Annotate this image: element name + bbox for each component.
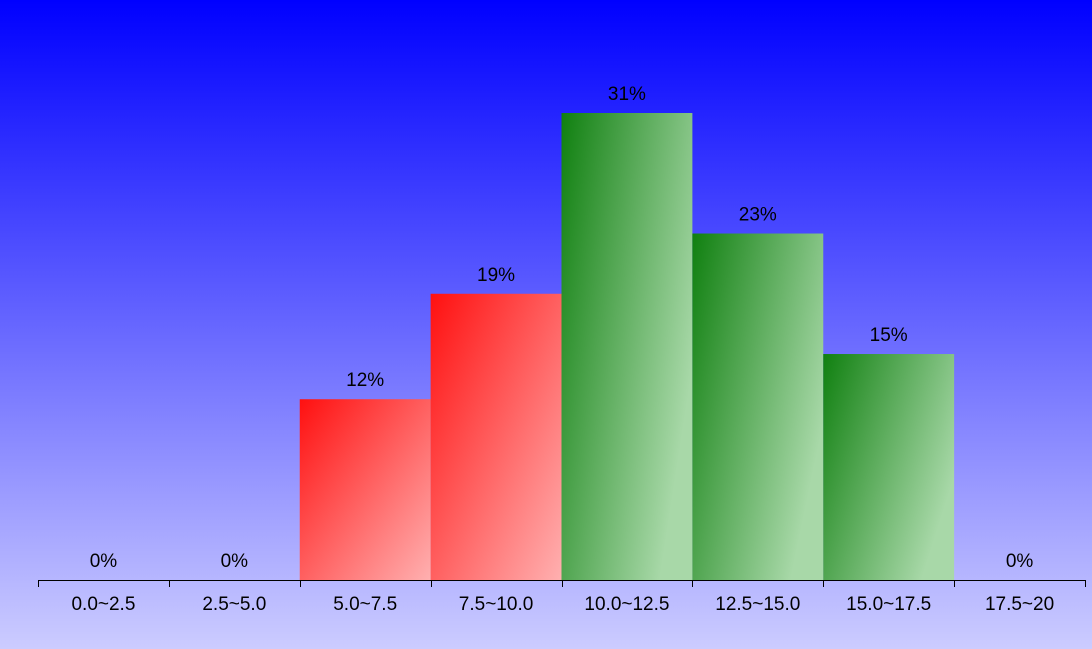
x-tick-label-0.0~2.5: 0.0~2.5: [71, 594, 135, 615]
x-tick-label-7.5~10.0: 7.5~10.0: [459, 594, 534, 615]
value-label-15.0~17.5: 15%: [870, 325, 908, 346]
x-tick-label-10.0~12.5: 10.0~12.5: [584, 594, 669, 615]
bar-7.5~10.0: [430, 293, 562, 580]
value-label-2.5~5.0: 0%: [221, 551, 249, 572]
value-label-5.0~7.5: 12%: [346, 370, 384, 391]
value-label-17.5~20: 0%: [1006, 551, 1034, 572]
bar-10.0~12.5: [561, 113, 693, 580]
bar-12.5~15.0: [692, 233, 824, 580]
value-label-10.0~12.5: 31%: [608, 84, 646, 105]
x-tick-label-15.0~17.5: 15.0~17.5: [846, 594, 931, 615]
value-label-7.5~10.0: 19%: [477, 265, 515, 286]
bars-layer: [299, 113, 955, 580]
x-tick-label-2.5~5.0: 2.5~5.0: [202, 594, 266, 615]
value-label-12.5~15.0: 23%: [739, 205, 777, 226]
value-label-0.0~2.5: 0%: [90, 551, 118, 572]
bar-15.0~17.5: [823, 354, 955, 580]
bar-5.0~7.5: [299, 399, 431, 580]
x-tick-label-12.5~15.0: 12.5~15.0: [715, 594, 800, 615]
x-tick-label-5.0~7.5: 5.0~7.5: [333, 594, 397, 615]
value-labels-layer: 0% 0% 12% 19% 31% 23% 15% 0%: [90, 84, 1034, 572]
x-tick-label-17.5~20: 17.5~20: [985, 594, 1054, 615]
x-axis: 0.0~2.5 2.5~5.0 5.0~7.5 7.5~10.0 10.0~12.5 12…: [38, 580, 1086, 615]
